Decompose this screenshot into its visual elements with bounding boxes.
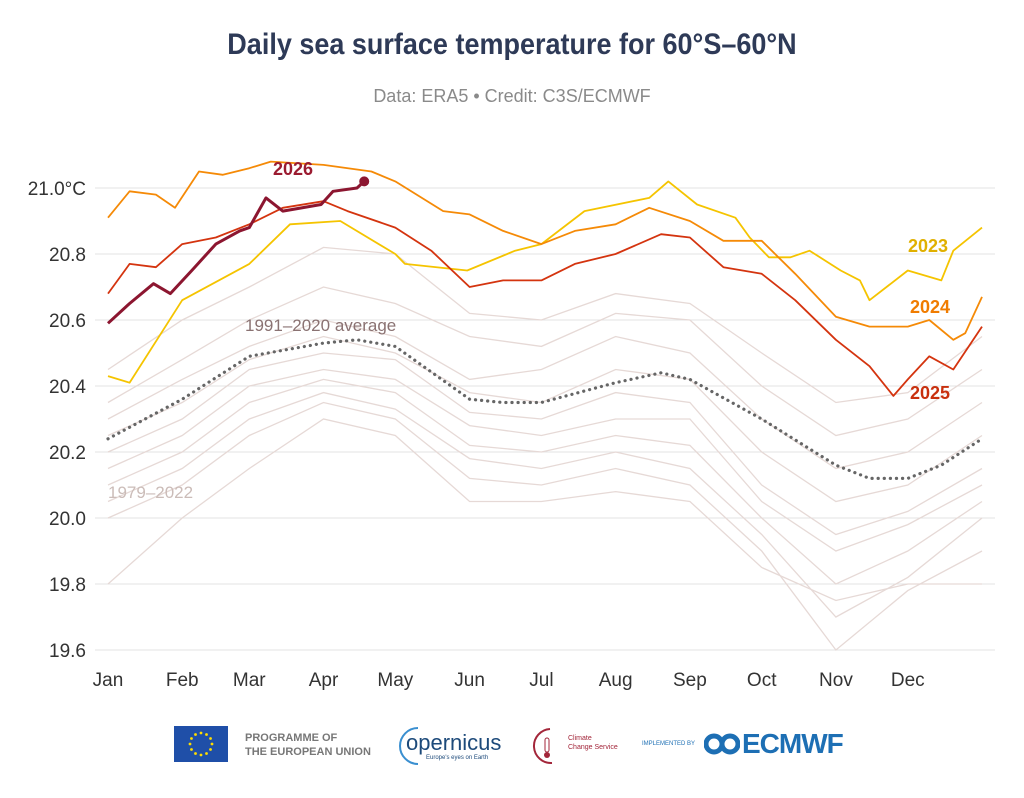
star-icon [210, 742, 214, 746]
ecmwf-symbol-icon [703, 730, 741, 755]
x-tick-label: May [377, 670, 413, 691]
background-year-line [107, 286, 983, 437]
series-line-2025 [107, 200, 983, 397]
star-icon [194, 733, 197, 736]
series-line-2023 [107, 180, 983, 384]
series-labels: 1979–2022 1991–2020 average 2023 2024 2025 20… [108, 159, 950, 502]
background-year-line [107, 418, 982, 602]
background-year-line [107, 378, 983, 585]
background-year-line [107, 246, 983, 404]
copernicus-wordmark: opernicus [406, 730, 502, 755]
implemented-by-text: IMPLEMENTED BY [642, 741, 696, 747]
eu-text-line2: THE EUROPEAN UNION [245, 746, 371, 758]
x-tick-label: Oct [747, 670, 777, 691]
x-tick-label: Apr [309, 670, 339, 691]
background-years-label: 1979–2022 [108, 483, 193, 502]
y-tick-label: 19.6 [49, 641, 86, 662]
star-icon [205, 752, 208, 755]
star-icon [199, 731, 203, 735]
star-icon [199, 753, 203, 757]
star-icon [205, 733, 208, 736]
star-icon [188, 742, 192, 746]
series-label-2024: 2024 [910, 297, 950, 317]
ecmwf-wordmark: ECMWF [742, 728, 844, 759]
star-icon [190, 748, 193, 751]
x-tick-label: Mar [233, 670, 266, 691]
footer-logos: PROGRAMME OF THE EUROPEAN UNION opernicu… [0, 724, 1024, 768]
y-tick-label: 19.8 [49, 575, 86, 596]
x-tick-label: Jan [93, 670, 124, 691]
star-icon [194, 752, 197, 755]
y-tick-label: 21.0°C [28, 179, 86, 200]
y-tick-label: 20.2 [49, 443, 86, 464]
background-year-line [107, 401, 983, 651]
star-icon [209, 748, 212, 751]
y-tick-label: 20.0 [49, 509, 86, 530]
chart-subtitle: Data: ERA5 • Credit: C3S/ECMWF [373, 86, 651, 106]
c3s-line2: Change Service [568, 744, 618, 751]
y-tick-label: 20.4 [49, 377, 86, 398]
chart-title: Daily sea surface temperature for 60°S–6… [227, 28, 797, 61]
x-tick-label: Feb [166, 670, 199, 691]
copernicus-logo: opernicus Europe's eyes on Earth [396, 724, 506, 768]
background-year-line [107, 352, 983, 536]
copernicus-arc-icon [399, 727, 419, 765]
background-year-line [107, 368, 983, 552]
highlighted-years [106, 160, 983, 397]
x-tick-label: Dec [891, 670, 925, 691]
c3s-text: Climate Change Service [568, 734, 618, 752]
x-tick-label: Aug [599, 670, 633, 691]
average-line-path [106, 338, 984, 480]
star-icon [190, 737, 193, 740]
eu-stars-icon [188, 731, 214, 757]
x-tick-label: Sep [673, 670, 707, 691]
copernicus-tagline: Europe's eyes on Earth [426, 755, 489, 761]
y-tick-label: 20.8 [49, 245, 86, 266]
eu-flag-logo [174, 726, 228, 762]
star-icon [209, 737, 212, 740]
average-line [106, 338, 984, 480]
series-line-2024 [107, 160, 983, 341]
grid [95, 187, 995, 651]
background-year-line [107, 391, 983, 618]
series-end-marker-2026 [359, 176, 370, 187]
chart: 1979–2022 1991–2020 average 2023 2024 2025 20… [28, 159, 995, 691]
ecmwf-logo: ECMWF [703, 728, 844, 760]
average-label: 1991–2020 average [245, 316, 396, 335]
axis-ticks: 19.6 19.8 20.0 20.2 20.4 20.6 20.8 21.0°C Jan Feb… [28, 179, 925, 691]
x-tick-label: Nov [819, 670, 853, 691]
series-label-2026: 2026 [273, 159, 313, 179]
background-years [107, 246, 983, 651]
series-label-2025: 2025 [910, 383, 950, 403]
background-year-line [107, 319, 983, 470]
c3s-line1: Climate [568, 735, 592, 742]
eu-text-line1: PROGRAMME OF [245, 732, 338, 744]
x-tick-label: Jun [454, 670, 485, 691]
thermometer-icon [533, 728, 553, 765]
series-line-2026 [106, 180, 366, 325]
eu-programme-text: PROGRAMME OF THE EUROPEAN UNION [245, 731, 371, 759]
y-tick-label: 20.6 [49, 311, 86, 332]
x-tick-label: Jul [529, 670, 553, 691]
series-label-2023: 2023 [908, 236, 948, 256]
